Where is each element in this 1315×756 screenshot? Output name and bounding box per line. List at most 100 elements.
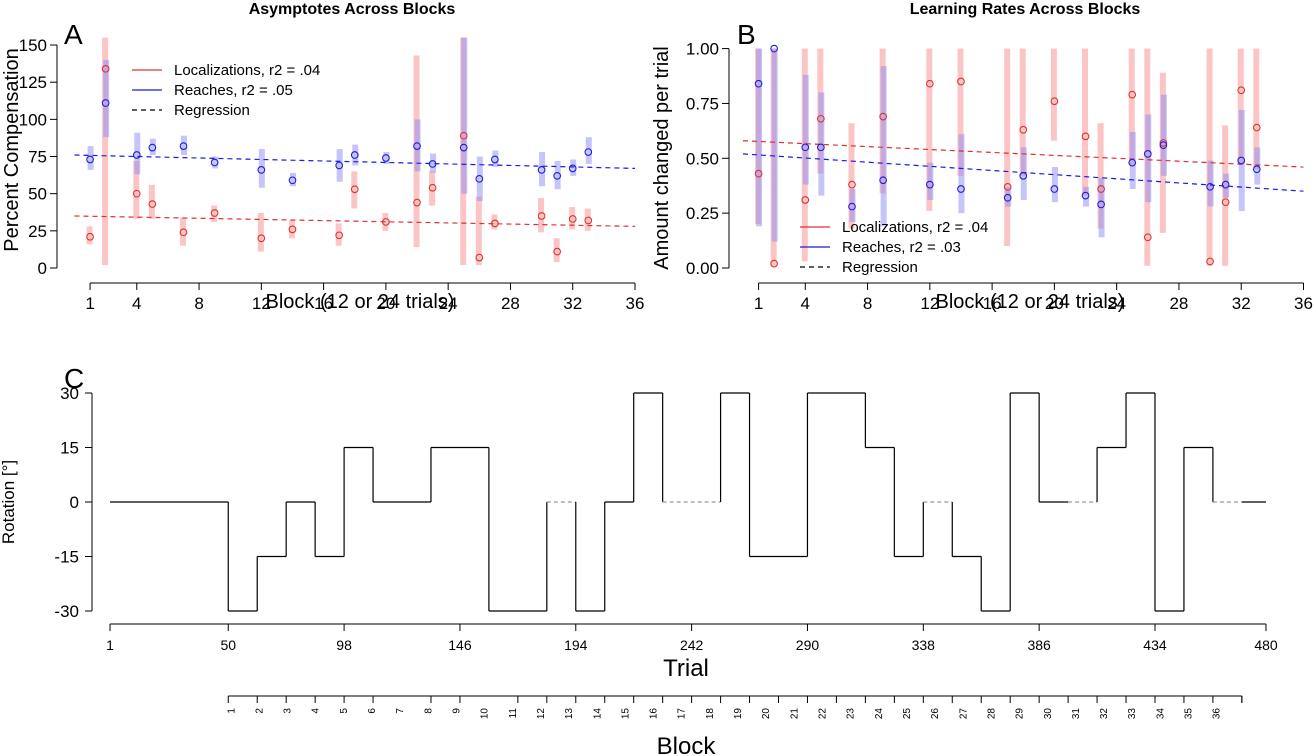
panel-a-point xyxy=(428,160,437,168)
panel-b-xlabel: Block (12 or 24 trials) xyxy=(936,291,1125,313)
panel-b-point xyxy=(1252,123,1261,132)
panel-b-x-tick-label: 12 xyxy=(920,294,939,313)
panel-a-point xyxy=(568,164,577,173)
panel-a-error-band xyxy=(258,149,265,188)
panel-c-x-tick-label: 434 xyxy=(1143,637,1167,653)
panel-b-point xyxy=(1143,233,1152,242)
panel-a-error-band xyxy=(288,220,295,239)
panel-c-block-tick-label: 8 xyxy=(423,708,434,714)
panel-b-error-band xyxy=(1129,131,1136,190)
panel-a-point xyxy=(413,198,421,207)
panel-b-point xyxy=(1003,182,1012,191)
panel-a: A Asymptotes Across Blocks Block (12 or … xyxy=(1,1,644,313)
panel-a-point xyxy=(132,151,141,159)
panel-a-y-tick-label: 100 xyxy=(19,110,47,129)
panel-a-error-band xyxy=(570,159,577,176)
panel-a-error-band xyxy=(383,152,390,164)
panel-b-point xyxy=(801,196,810,204)
panel-a-x-tick-label: 36 xyxy=(626,294,645,313)
panel-a-y-tick-label: 0 xyxy=(38,259,47,278)
panel-a-y-tick-label: 25 xyxy=(28,222,47,241)
panel-c-block-tick-label: 30 xyxy=(1043,708,1054,720)
panel-a-x-tick-label: 12 xyxy=(252,294,271,313)
panel-b-point xyxy=(1206,182,1214,191)
panel-a-error-band xyxy=(335,223,342,246)
panel-b-legend-label: Localizations, r2 = .04 xyxy=(842,219,988,236)
panel-a-point xyxy=(210,209,219,217)
panel-b-point xyxy=(1252,165,1261,174)
panel-a-error-band xyxy=(102,37,109,266)
panel-c-block-tick-label: 6 xyxy=(367,708,378,714)
panel-b-error-band xyxy=(1050,48,1057,141)
panel-a-point xyxy=(491,155,499,164)
panel-c-x-tick-label: 480 xyxy=(1254,637,1278,653)
panel-a-point xyxy=(459,143,468,152)
panel-a-error-band xyxy=(289,172,296,187)
panel-a-point xyxy=(475,174,484,183)
panel-b-error-band xyxy=(1004,48,1011,247)
panel-a-title: Asymptotes Across Blocks xyxy=(249,1,456,18)
panel-a-point xyxy=(491,219,499,228)
panel-b-point xyxy=(1050,185,1059,193)
panel-b-point xyxy=(925,180,934,189)
panel-b-x-tick-label: 24 xyxy=(1107,294,1126,313)
panel-a-ylabel: Percent Compensation xyxy=(1,48,23,251)
panel-c-block-tick-label: 22 xyxy=(818,708,829,720)
panel-a-error-band xyxy=(212,156,219,169)
panel-b-error-band xyxy=(771,48,778,242)
panel-a-point xyxy=(413,142,421,150)
panel-a-y-tick-label: 150 xyxy=(19,36,47,55)
panel-b-y-tick-label: 0.50 xyxy=(686,149,719,168)
panel-a-point xyxy=(428,183,437,192)
panel-c-y-tick-label: -30 xyxy=(54,602,79,621)
panel-c-y-tick-label: -15 xyxy=(54,548,79,567)
panel-b-x-tick-label: 28 xyxy=(1169,294,1188,313)
panel-a-error-band xyxy=(336,149,343,182)
panel-c-block-tick-label: 18 xyxy=(705,708,716,720)
panel-b-point xyxy=(1081,191,1090,200)
panel-b-error-band xyxy=(1005,186,1012,207)
panel-a-point xyxy=(257,166,266,174)
panel-a-point xyxy=(537,166,546,174)
panel-b-point xyxy=(801,143,810,152)
panel-a-error-band xyxy=(569,207,576,230)
panel-c-block-tick-label: 23 xyxy=(846,708,857,720)
panel-b-error-band xyxy=(1223,173,1230,198)
panel-c-x-tick-label: 242 xyxy=(680,637,704,653)
panel-c-xlabel: Trial xyxy=(663,655,709,682)
panel-a-error-band xyxy=(554,160,561,190)
panel-b-error-band xyxy=(926,48,933,211)
panel-c-block-tick-label: 25 xyxy=(902,708,913,720)
panel-c-block-tick-label: 24 xyxy=(874,708,885,720)
panel-c-block-tick-label: 21 xyxy=(789,708,800,720)
panel-a-error-band xyxy=(148,184,155,219)
panel-b-error-band xyxy=(1145,114,1152,203)
panel-c-block-tick-label: 11 xyxy=(508,708,519,719)
panel-c-letter: C xyxy=(64,363,84,394)
panel-a-point xyxy=(584,216,593,225)
panel-a-point xyxy=(288,225,297,234)
panel-a-point xyxy=(350,151,359,159)
panel-b-error-band xyxy=(1051,167,1058,203)
panel-b-error-band xyxy=(1253,48,1260,170)
panel-c-x-tick-label: 1 xyxy=(106,637,114,653)
panel-a-error-band xyxy=(180,135,187,156)
panel-c-block-tick-label: 26 xyxy=(930,708,941,720)
panel-c-x-tick-label: 290 xyxy=(796,637,820,653)
panel-b-point xyxy=(1159,141,1168,149)
panel-b-point xyxy=(1221,198,1230,207)
panel-a-error-band xyxy=(87,146,94,170)
panel-c-block-tick-label: 16 xyxy=(649,708,660,720)
panel-b-legend-label: Regression xyxy=(842,259,918,276)
panel-c-block-tick-label: 12 xyxy=(536,708,547,720)
panel-a-point xyxy=(288,176,297,185)
panel-b-error-band xyxy=(1082,48,1089,196)
panel-a-point xyxy=(475,253,484,262)
panel-b-point xyxy=(754,169,763,178)
panel-a-legend-label: Reaches, r2 = .05 xyxy=(174,82,293,99)
panel-a-error-band xyxy=(179,217,186,246)
panel-c-x-tick-label: 98 xyxy=(336,637,352,653)
panel-a-error-band xyxy=(584,208,591,231)
panel-c-x-tick-label: 386 xyxy=(1027,637,1051,653)
